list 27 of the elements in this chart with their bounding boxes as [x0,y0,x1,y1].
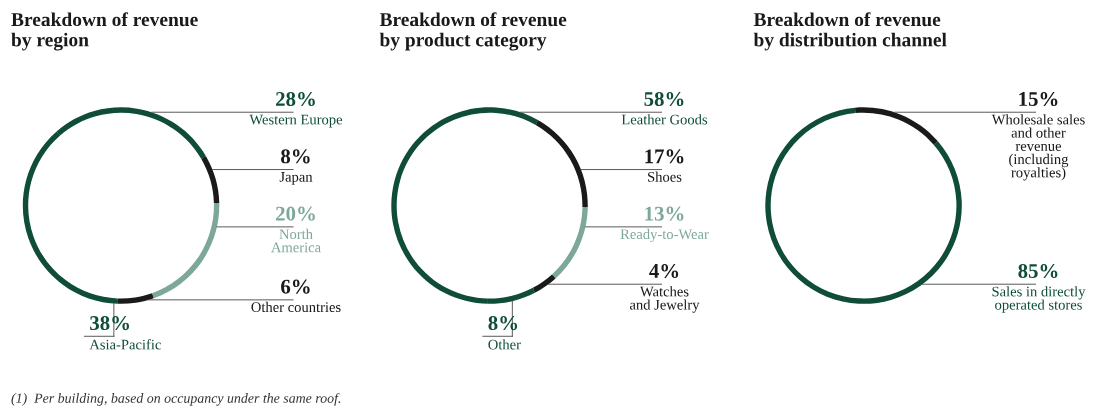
slice-label: Other countries [251,301,341,313]
slice-label: North America [271,228,321,253]
chart-title: Breakdown of revenue by product category [379,12,567,51]
data-label: 38% [90,316,130,331]
text: (1) Per building, based on occupancy under the same roof. [11,392,341,406]
data-label: 28% [276,91,315,107]
slice-label: Watches and Jewelry [629,286,700,313]
slice-label: Asia-Pacific [89,339,161,350]
data-label: 20% [276,206,315,221]
data-label: 8% [281,149,310,164]
slice-label: Western Europe [249,114,343,128]
data-label: 15% [1019,91,1058,107]
slice-label: Other [488,339,521,350]
chart-title: Breakdown of revenue by distribution channel [753,12,947,51]
slice-label: Shoes [648,171,682,182]
data-label: 17% [645,149,684,164]
slice-label: Leather Goods [621,114,708,125]
data-label: 58% [644,91,684,107]
data-label: 13% [645,206,684,221]
chart-title: Breakdown of revenue by region [11,12,198,51]
slice-label: Sales in directly operated stores [992,286,1086,313]
data-label: 6% [281,279,310,294]
data-label: 85% [1018,263,1058,279]
slice-label: Wholesale sales and other revenue (including royalties) [991,114,1085,181]
data-label: 4% [649,263,679,279]
slice-label: Ready-to-Wear [620,228,709,243]
slice-label: Japan [279,172,313,185]
